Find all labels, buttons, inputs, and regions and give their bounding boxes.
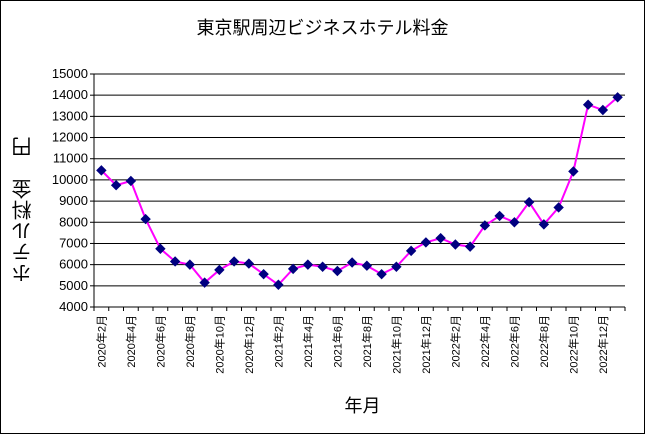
data-point: [243, 258, 255, 269]
y-tick-label: 8000: [59, 214, 88, 229]
x-tick-label: 2021年12月: [419, 315, 433, 374]
data-point: [273, 279, 284, 290]
chart-title: 東京駅周辺ビジネスホテル料金: [196, 18, 449, 39]
data-point: [346, 257, 358, 268]
data-point: [125, 175, 137, 187]
data-point: [494, 210, 505, 222]
y-tick-label: 9000: [59, 193, 88, 208]
data-point: [228, 256, 240, 267]
y-tick-label: 10000: [52, 172, 88, 187]
y-tick-label: 13000: [52, 108, 88, 123]
data-point: [420, 237, 432, 248]
y-tick-label: 4000: [59, 299, 88, 314]
y-tick-label: 11000: [53, 151, 88, 166]
data-point: [568, 166, 579, 177]
data-point: [332, 265, 343, 277]
data-point: [538, 219, 550, 230]
data-point: [184, 259, 196, 270]
data-point: [258, 268, 269, 280]
data-point: [435, 232, 446, 244]
x-tick-label: 2022年8月: [537, 315, 551, 368]
data-point: [169, 256, 181, 267]
data-point: [110, 179, 122, 191]
x-tick-label: 2022年10月: [566, 315, 580, 374]
x-tick-label: 2020年12月: [242, 315, 256, 374]
data-point: [479, 220, 491, 231]
y-tick-label: 14000: [52, 87, 88, 102]
data-point: [582, 99, 594, 110]
plot-area: [94, 74, 625, 307]
data-point: [287, 263, 299, 275]
data-point: [405, 245, 417, 257]
x-tick-label: 2021年4月: [301, 315, 315, 368]
x-tick-label: 2021年8月: [360, 315, 374, 368]
data-point: [140, 213, 151, 225]
x-tick-label: 2022年2月: [448, 315, 462, 368]
x-tick-label: 2021年6月: [330, 315, 344, 368]
data-point: [317, 261, 328, 272]
data-point: [391, 261, 402, 272]
x-tick-label: 2021年2月: [271, 315, 285, 368]
data-point: [450, 239, 461, 250]
data-point: [464, 241, 476, 252]
data-point: [612, 92, 623, 103]
x-tick-label: 2020年2月: [94, 315, 108, 368]
data-point: [302, 259, 314, 270]
data-point: [509, 217, 520, 228]
x-axis-label: 年月: [344, 396, 381, 417]
y-tick-label: 7000: [59, 235, 88, 250]
data-point: [376, 268, 387, 280]
y-tick-label: 12000: [52, 130, 88, 145]
x-tick-label: 2021年10月: [389, 315, 403, 374]
y-tick-label: 15000: [52, 66, 88, 81]
x-tick-label: 2020年10月: [212, 315, 226, 374]
x-tick-label: 2020年4月: [124, 315, 138, 368]
data-point: [155, 243, 166, 254]
x-tick-label: 2022年4月: [478, 315, 492, 368]
x-tick-label: 2020年8月: [183, 315, 197, 368]
y-tick-label: 5000: [59, 278, 88, 293]
data-point: [199, 277, 210, 288]
data-point: [523, 196, 535, 208]
data-point: [597, 104, 609, 116]
data-point: [553, 202, 564, 213]
data-point: [96, 165, 107, 176]
x-tick-label: 2022年12月: [596, 315, 610, 374]
data-point: [361, 260, 373, 271]
y-tick-label: 6000: [59, 257, 88, 272]
data-point: [214, 264, 225, 276]
x-tick-label: 2022年6月: [507, 315, 521, 368]
x-tick-label: 2020年6月: [153, 315, 167, 368]
